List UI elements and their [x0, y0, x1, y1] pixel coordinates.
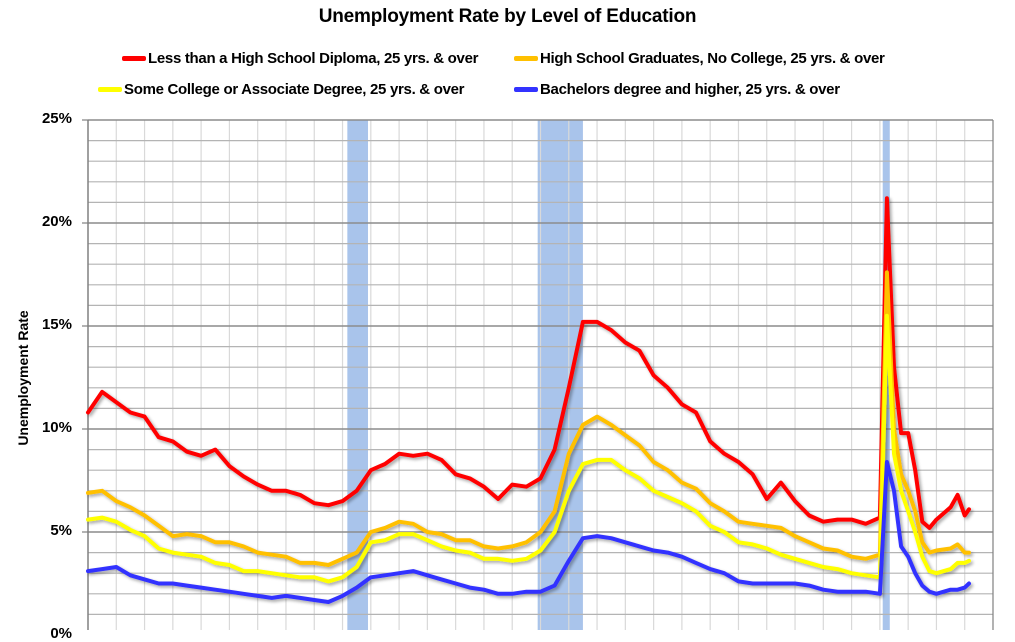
data-lines: [86, 196, 971, 604]
series-line: [86, 196, 971, 530]
legend-label: High School Graduates, No College, 25 yr…: [540, 49, 885, 67]
legend-row-1b: High School Graduates, No College, 25 yr…: [514, 48, 885, 68]
recession-band: [347, 120, 368, 630]
legend-row-2b: Bachelors degree and higher, 25 yrs. & o…: [514, 79, 840, 99]
legend-label: Bachelors degree and higher, 25 yrs. & o…: [540, 80, 840, 98]
legend-row-2: Some College or Associate Degree, 25 yrs…: [98, 79, 465, 99]
chart-title: Unemployment Rate by Level of Education: [318, 6, 697, 27]
recession-band: [537, 120, 583, 630]
legend-row-1: Less than a High School Diploma, 25 yrs.…: [122, 48, 478, 68]
y-tick-label: 20%: [41, 213, 72, 230]
y-tick-label: 15%: [41, 316, 72, 333]
legend-item-hs-grad: High School Graduates, No College, 25 yr…: [514, 50, 885, 67]
y-tick-label: 25%: [41, 110, 72, 127]
series-line: [86, 460, 971, 604]
axes: [82, 119, 994, 630]
legend-item-some-college: Some College or Associate Degree, 25 yrs…: [98, 80, 465, 98]
y-tick-label: 5%: [50, 522, 72, 539]
series-line: [86, 313, 971, 584]
legend-swatch-yellow: [98, 86, 122, 92]
legend-swatch-orange: [514, 55, 538, 61]
legend-swatch-red: [122, 55, 146, 61]
legend-item-bachelors: Bachelors degree and higher, 25 yrs. & o…: [514, 81, 840, 98]
legend-swatch-blue: [514, 86, 538, 92]
y-tick-label: 10%: [41, 419, 72, 436]
gridlines: [88, 119, 993, 630]
legend-label: Some College or Associate Degree, 25 yrs…: [124, 80, 465, 98]
recession-bands: [347, 120, 890, 630]
legend-item-less-than-hs: Less than a High School Diploma, 25 yrs.…: [122, 50, 478, 67]
legend-label: Less than a High School Diploma, 25 yrs.…: [148, 49, 479, 67]
